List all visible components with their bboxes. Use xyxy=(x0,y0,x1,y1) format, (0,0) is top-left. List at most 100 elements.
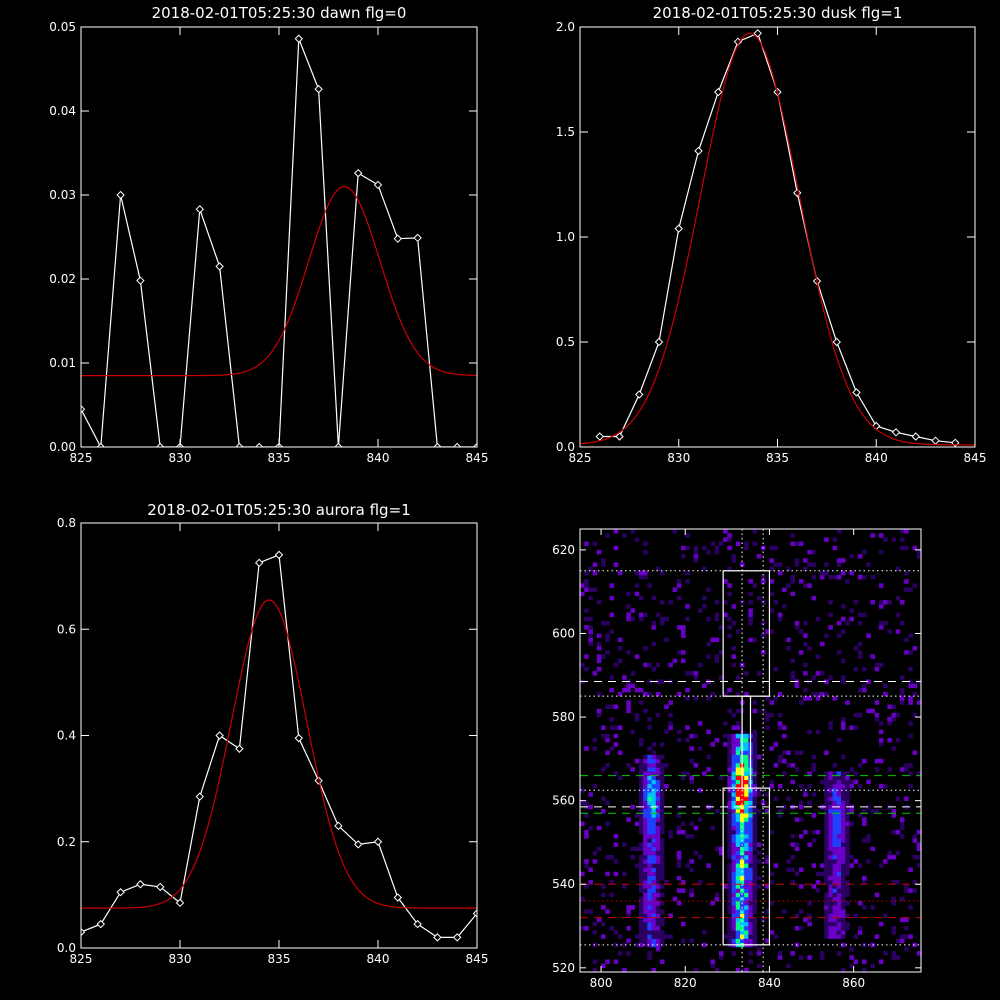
heatmap-cell xyxy=(685,671,690,676)
heatmap-cell xyxy=(836,863,842,868)
heatmap-cell xyxy=(664,704,669,710)
heatmap-cell xyxy=(727,825,732,831)
heatmap-cell xyxy=(819,951,825,956)
heatmap-cell xyxy=(841,880,846,885)
heatmap-cell xyxy=(756,809,762,814)
heatmap-cell xyxy=(828,771,833,776)
heatmap-cell xyxy=(647,763,652,768)
heatmap-cell xyxy=(841,813,846,818)
heatmap-cell xyxy=(723,529,728,534)
heatmap-cell xyxy=(803,558,808,563)
heatmap-cell xyxy=(765,629,770,634)
heatmap-cell xyxy=(735,829,741,835)
heatmap-cell xyxy=(744,813,749,818)
heatmap-cell xyxy=(710,691,716,697)
heatmap-cell xyxy=(866,834,871,839)
heatmap-cell xyxy=(836,809,842,814)
heatmap-cell xyxy=(756,951,762,956)
heatmap-cell xyxy=(601,934,606,939)
heatmap-cell xyxy=(878,533,884,538)
heatmap-cell xyxy=(815,880,821,885)
heatmap-cell xyxy=(739,562,745,567)
heatmap-cell xyxy=(681,938,686,944)
heatmap-cell xyxy=(655,813,661,818)
heatmap-cell xyxy=(862,817,867,822)
heatmap-cell xyxy=(811,813,817,818)
heatmap-cell xyxy=(643,788,648,793)
heatmap-cell xyxy=(756,595,762,601)
heatmap-cell xyxy=(841,825,846,831)
heatmap-cell xyxy=(735,775,741,781)
heatmap-cell xyxy=(651,884,657,889)
x-tick-label: 840 xyxy=(367,451,390,465)
heatmap-cell xyxy=(765,792,770,797)
heatmap-cell xyxy=(655,859,661,864)
heatmap-cell xyxy=(676,859,682,864)
heatmap-cell xyxy=(655,712,661,718)
data-point xyxy=(334,442,343,447)
heatmap-cell xyxy=(836,930,842,935)
heatmap-cell xyxy=(676,595,682,601)
heatmap-cell xyxy=(798,579,804,584)
heatmap-cell xyxy=(744,671,749,676)
heatmap-cell xyxy=(605,854,610,860)
heatmap-cell xyxy=(828,821,833,827)
heatmap-cell xyxy=(584,587,589,592)
heatmap-cell xyxy=(916,700,921,705)
heatmap-cell xyxy=(643,854,648,860)
heatmap-cell xyxy=(643,758,648,764)
heatmap-cell xyxy=(634,934,640,939)
heatmap-cell xyxy=(782,604,787,609)
heatmap-cell xyxy=(655,934,661,939)
heatmap-cell xyxy=(845,892,850,898)
heatmap-cell xyxy=(651,913,657,918)
heatmap-cell xyxy=(790,951,796,956)
heatmap-cell xyxy=(836,796,842,801)
heatmap-cell xyxy=(685,616,690,622)
heatmap-cell xyxy=(841,779,846,785)
heatmap-cell xyxy=(731,900,737,906)
heatmap-cell xyxy=(870,809,875,814)
heatmap-cell xyxy=(681,633,686,638)
heatmap-cell xyxy=(718,955,724,960)
heatmap-cell xyxy=(748,930,753,935)
heatmap-cell xyxy=(811,595,817,601)
heatmap-cell xyxy=(836,888,842,893)
heatmap-cell xyxy=(769,783,774,789)
heatmap-cell xyxy=(761,708,766,714)
heatmap-cell xyxy=(752,896,758,902)
heatmap-cell xyxy=(739,938,745,944)
heatmap-cell xyxy=(731,888,737,893)
heatmap-cell xyxy=(752,583,758,588)
heatmap-cell xyxy=(630,729,636,735)
heatmap-cell xyxy=(891,900,897,906)
heatmap-cell xyxy=(899,545,905,551)
heatmap-cell xyxy=(685,834,690,839)
heatmap-cell xyxy=(748,938,753,944)
heatmap-cell xyxy=(613,930,619,935)
heatmap-cell xyxy=(824,783,829,789)
heatmap-cell xyxy=(659,763,665,768)
heatmap-cell xyxy=(647,725,652,730)
heatmap-cell xyxy=(748,829,753,835)
heatmap-cell xyxy=(630,767,636,772)
heatmap-cell xyxy=(899,821,905,827)
heatmap-cell xyxy=(811,767,817,772)
heatmap-cell xyxy=(845,817,850,822)
heatmap-cell xyxy=(643,691,648,697)
heatmap-cell xyxy=(617,775,623,781)
heatmap-cell xyxy=(849,725,854,730)
heatmap-cell xyxy=(836,854,842,860)
heatmap-cell xyxy=(874,892,880,898)
heatmap-cell xyxy=(664,637,669,643)
heatmap-cell xyxy=(601,725,606,730)
heatmap-cell xyxy=(836,917,842,923)
heatmap-cell xyxy=(739,796,745,801)
heatmap-cell xyxy=(697,788,703,793)
heatmap-cell xyxy=(647,926,652,931)
heatmap-cell xyxy=(727,809,732,814)
heatmap-cell xyxy=(744,930,749,935)
observed-series-line xyxy=(81,38,477,447)
heatmap-cell xyxy=(735,863,741,868)
heatmap-cell xyxy=(790,671,796,676)
